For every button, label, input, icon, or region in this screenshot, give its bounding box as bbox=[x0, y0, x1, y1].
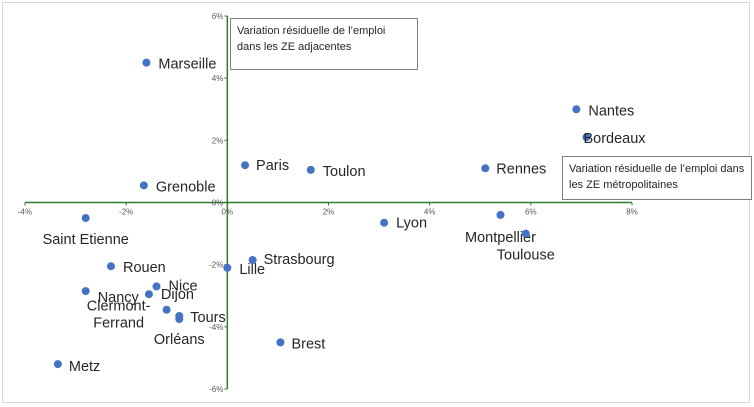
y-tick-label: -6% bbox=[209, 385, 223, 394]
point-label: Grenoble bbox=[156, 179, 216, 195]
point-label: Lyon bbox=[396, 216, 427, 232]
data-point bbox=[144, 290, 153, 299]
point-label: Saint Etienne bbox=[43, 232, 129, 248]
data-point bbox=[248, 256, 257, 265]
data-point bbox=[521, 229, 530, 238]
point-label: Bordeaux bbox=[583, 131, 646, 147]
x-tick-label: -2% bbox=[119, 208, 133, 217]
x-tick-label: -4% bbox=[18, 208, 32, 217]
point-label: Clermont-Ferrand bbox=[87, 299, 151, 332]
point-label: Marseille bbox=[158, 57, 216, 73]
data-point bbox=[306, 165, 315, 174]
point-label: Dijon bbox=[161, 287, 194, 303]
point-label: Rouen bbox=[123, 260, 166, 276]
data-point bbox=[276, 338, 285, 347]
y-tick-label: -4% bbox=[209, 323, 223, 332]
x-tick-label: 6% bbox=[525, 208, 537, 217]
point-label: Paris bbox=[256, 158, 289, 174]
data-point bbox=[142, 58, 151, 67]
point-label: Nancy bbox=[98, 290, 140, 306]
point-label: Orléans bbox=[154, 332, 205, 348]
y-tick-label: 0% bbox=[212, 199, 224, 208]
data-point bbox=[241, 161, 250, 170]
point-label: Metz bbox=[69, 359, 100, 375]
data-point bbox=[572, 105, 581, 114]
data-point bbox=[162, 305, 171, 314]
y-tick-label: 6% bbox=[212, 12, 224, 21]
point-label: Brest bbox=[291, 336, 325, 352]
data-point bbox=[152, 282, 161, 291]
point-label: Rennes bbox=[496, 161, 546, 177]
x-axis-annotation: Variation résiduelle de l’emploi dans le… bbox=[562, 156, 752, 200]
data-point bbox=[81, 287, 90, 296]
point-label: Toulon bbox=[323, 164, 366, 180]
x-tick-label: 4% bbox=[424, 208, 436, 217]
chart-frame bbox=[2, 2, 750, 403]
y-tick-label: 2% bbox=[212, 136, 224, 145]
data-point bbox=[53, 360, 62, 369]
point-label: Nice bbox=[169, 278, 198, 294]
point-label: Tours bbox=[190, 310, 225, 326]
x-tick-label: 8% bbox=[626, 208, 638, 217]
y-axis-annotation: Variation résiduelle de l’emploi dans le… bbox=[230, 18, 418, 70]
point-label: Nantes bbox=[588, 103, 634, 119]
data-point bbox=[481, 164, 490, 173]
data-point bbox=[496, 210, 505, 219]
data-point bbox=[380, 218, 389, 227]
data-point bbox=[106, 262, 115, 271]
point-label: Lille bbox=[239, 262, 265, 278]
x-tick-label: 0% bbox=[222, 208, 234, 217]
x-tick-label: 2% bbox=[323, 208, 335, 217]
data-point bbox=[582, 133, 591, 142]
y-tick-label: 4% bbox=[212, 74, 224, 83]
point-label: Montpellier bbox=[465, 230, 536, 246]
data-point bbox=[81, 214, 90, 223]
point-label: Strasbourg bbox=[264, 252, 335, 268]
data-point bbox=[139, 181, 148, 190]
point-label: Toulouse bbox=[497, 248, 555, 264]
y-tick-label: -2% bbox=[209, 261, 223, 270]
data-point bbox=[175, 315, 184, 324]
data-point bbox=[223, 263, 232, 272]
